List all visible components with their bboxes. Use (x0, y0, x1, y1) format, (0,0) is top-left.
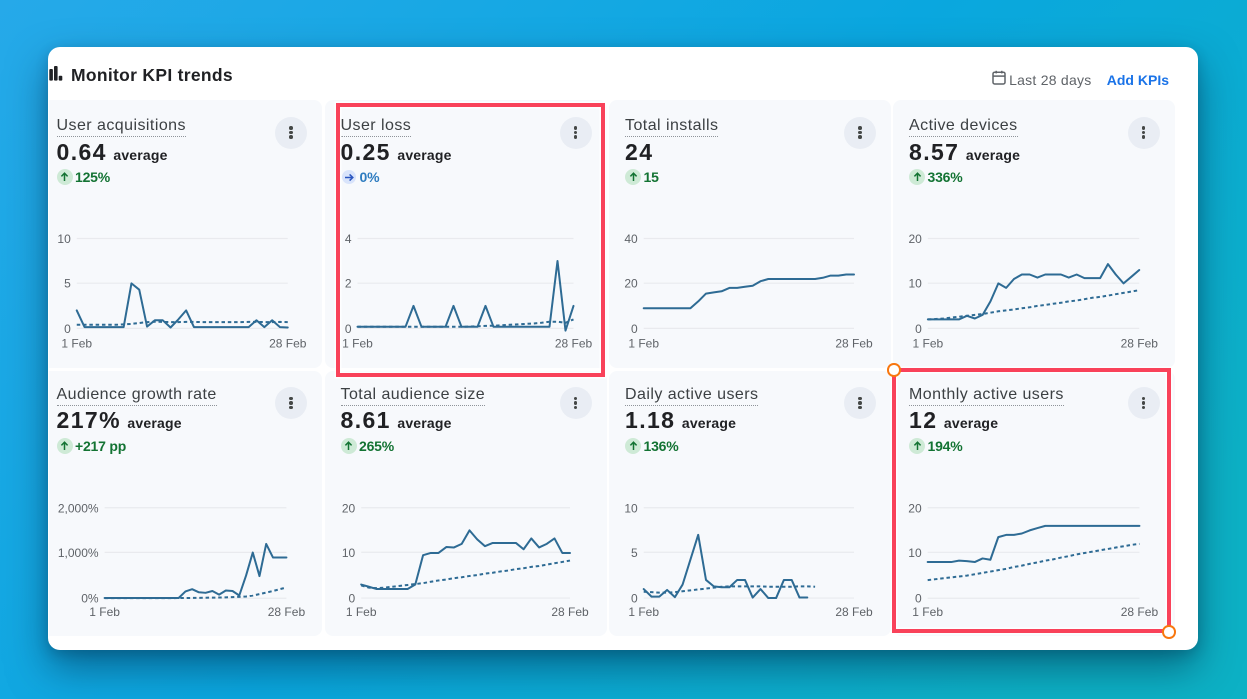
svg-text:10: 10 (341, 545, 355, 559)
svg-text:2: 2 (344, 277, 351, 291)
svg-text:0: 0 (348, 591, 355, 605)
svg-text:1 Feb: 1 Feb (628, 604, 659, 618)
svg-text:0: 0 (631, 322, 638, 336)
svg-text:5: 5 (64, 277, 71, 291)
svg-text:5: 5 (631, 545, 638, 559)
svg-text:28 Feb: 28 Feb (835, 604, 873, 618)
svg-text:0: 0 (915, 591, 922, 605)
svg-text:0: 0 (631, 591, 638, 605)
svg-text:4: 4 (344, 232, 351, 246)
svg-text:1 Feb: 1 Feb (345, 604, 376, 618)
svg-text:10: 10 (57, 232, 71, 246)
svg-text:20: 20 (341, 501, 355, 515)
svg-text:1 Feb: 1 Feb (912, 604, 943, 618)
svg-text:10: 10 (624, 501, 638, 515)
svg-text:1 Feb: 1 Feb (61, 337, 92, 351)
svg-text:40: 40 (624, 232, 638, 246)
svg-text:20: 20 (908, 232, 922, 246)
svg-text:1 Feb: 1 Feb (342, 337, 373, 351)
svg-text:1 Feb: 1 Feb (628, 337, 659, 351)
svg-text:28 Feb: 28 Feb (554, 337, 592, 351)
svg-text:28 Feb: 28 Feb (1121, 604, 1159, 618)
svg-text:20: 20 (908, 501, 922, 515)
svg-text:1,000%: 1,000% (57, 545, 98, 559)
svg-text:2,000%: 2,000% (57, 501, 98, 515)
svg-text:28 Feb: 28 Feb (269, 337, 307, 351)
svg-text:28 Feb: 28 Feb (551, 604, 589, 618)
svg-text:28 Feb: 28 Feb (1121, 337, 1159, 351)
svg-text:0: 0 (64, 322, 71, 336)
svg-text:0: 0 (915, 322, 922, 336)
svg-text:1 Feb: 1 Feb (913, 337, 944, 351)
svg-text:28 Feb: 28 Feb (267, 604, 305, 618)
svg-text:0%: 0% (81, 591, 99, 605)
svg-text:10: 10 (908, 277, 922, 291)
svg-text:10: 10 (908, 545, 922, 559)
svg-text:20: 20 (624, 277, 638, 291)
svg-text:1 Feb: 1 Feb (89, 604, 120, 618)
svg-text:0: 0 (344, 322, 351, 336)
svg-text:28 Feb: 28 Feb (835, 337, 873, 351)
